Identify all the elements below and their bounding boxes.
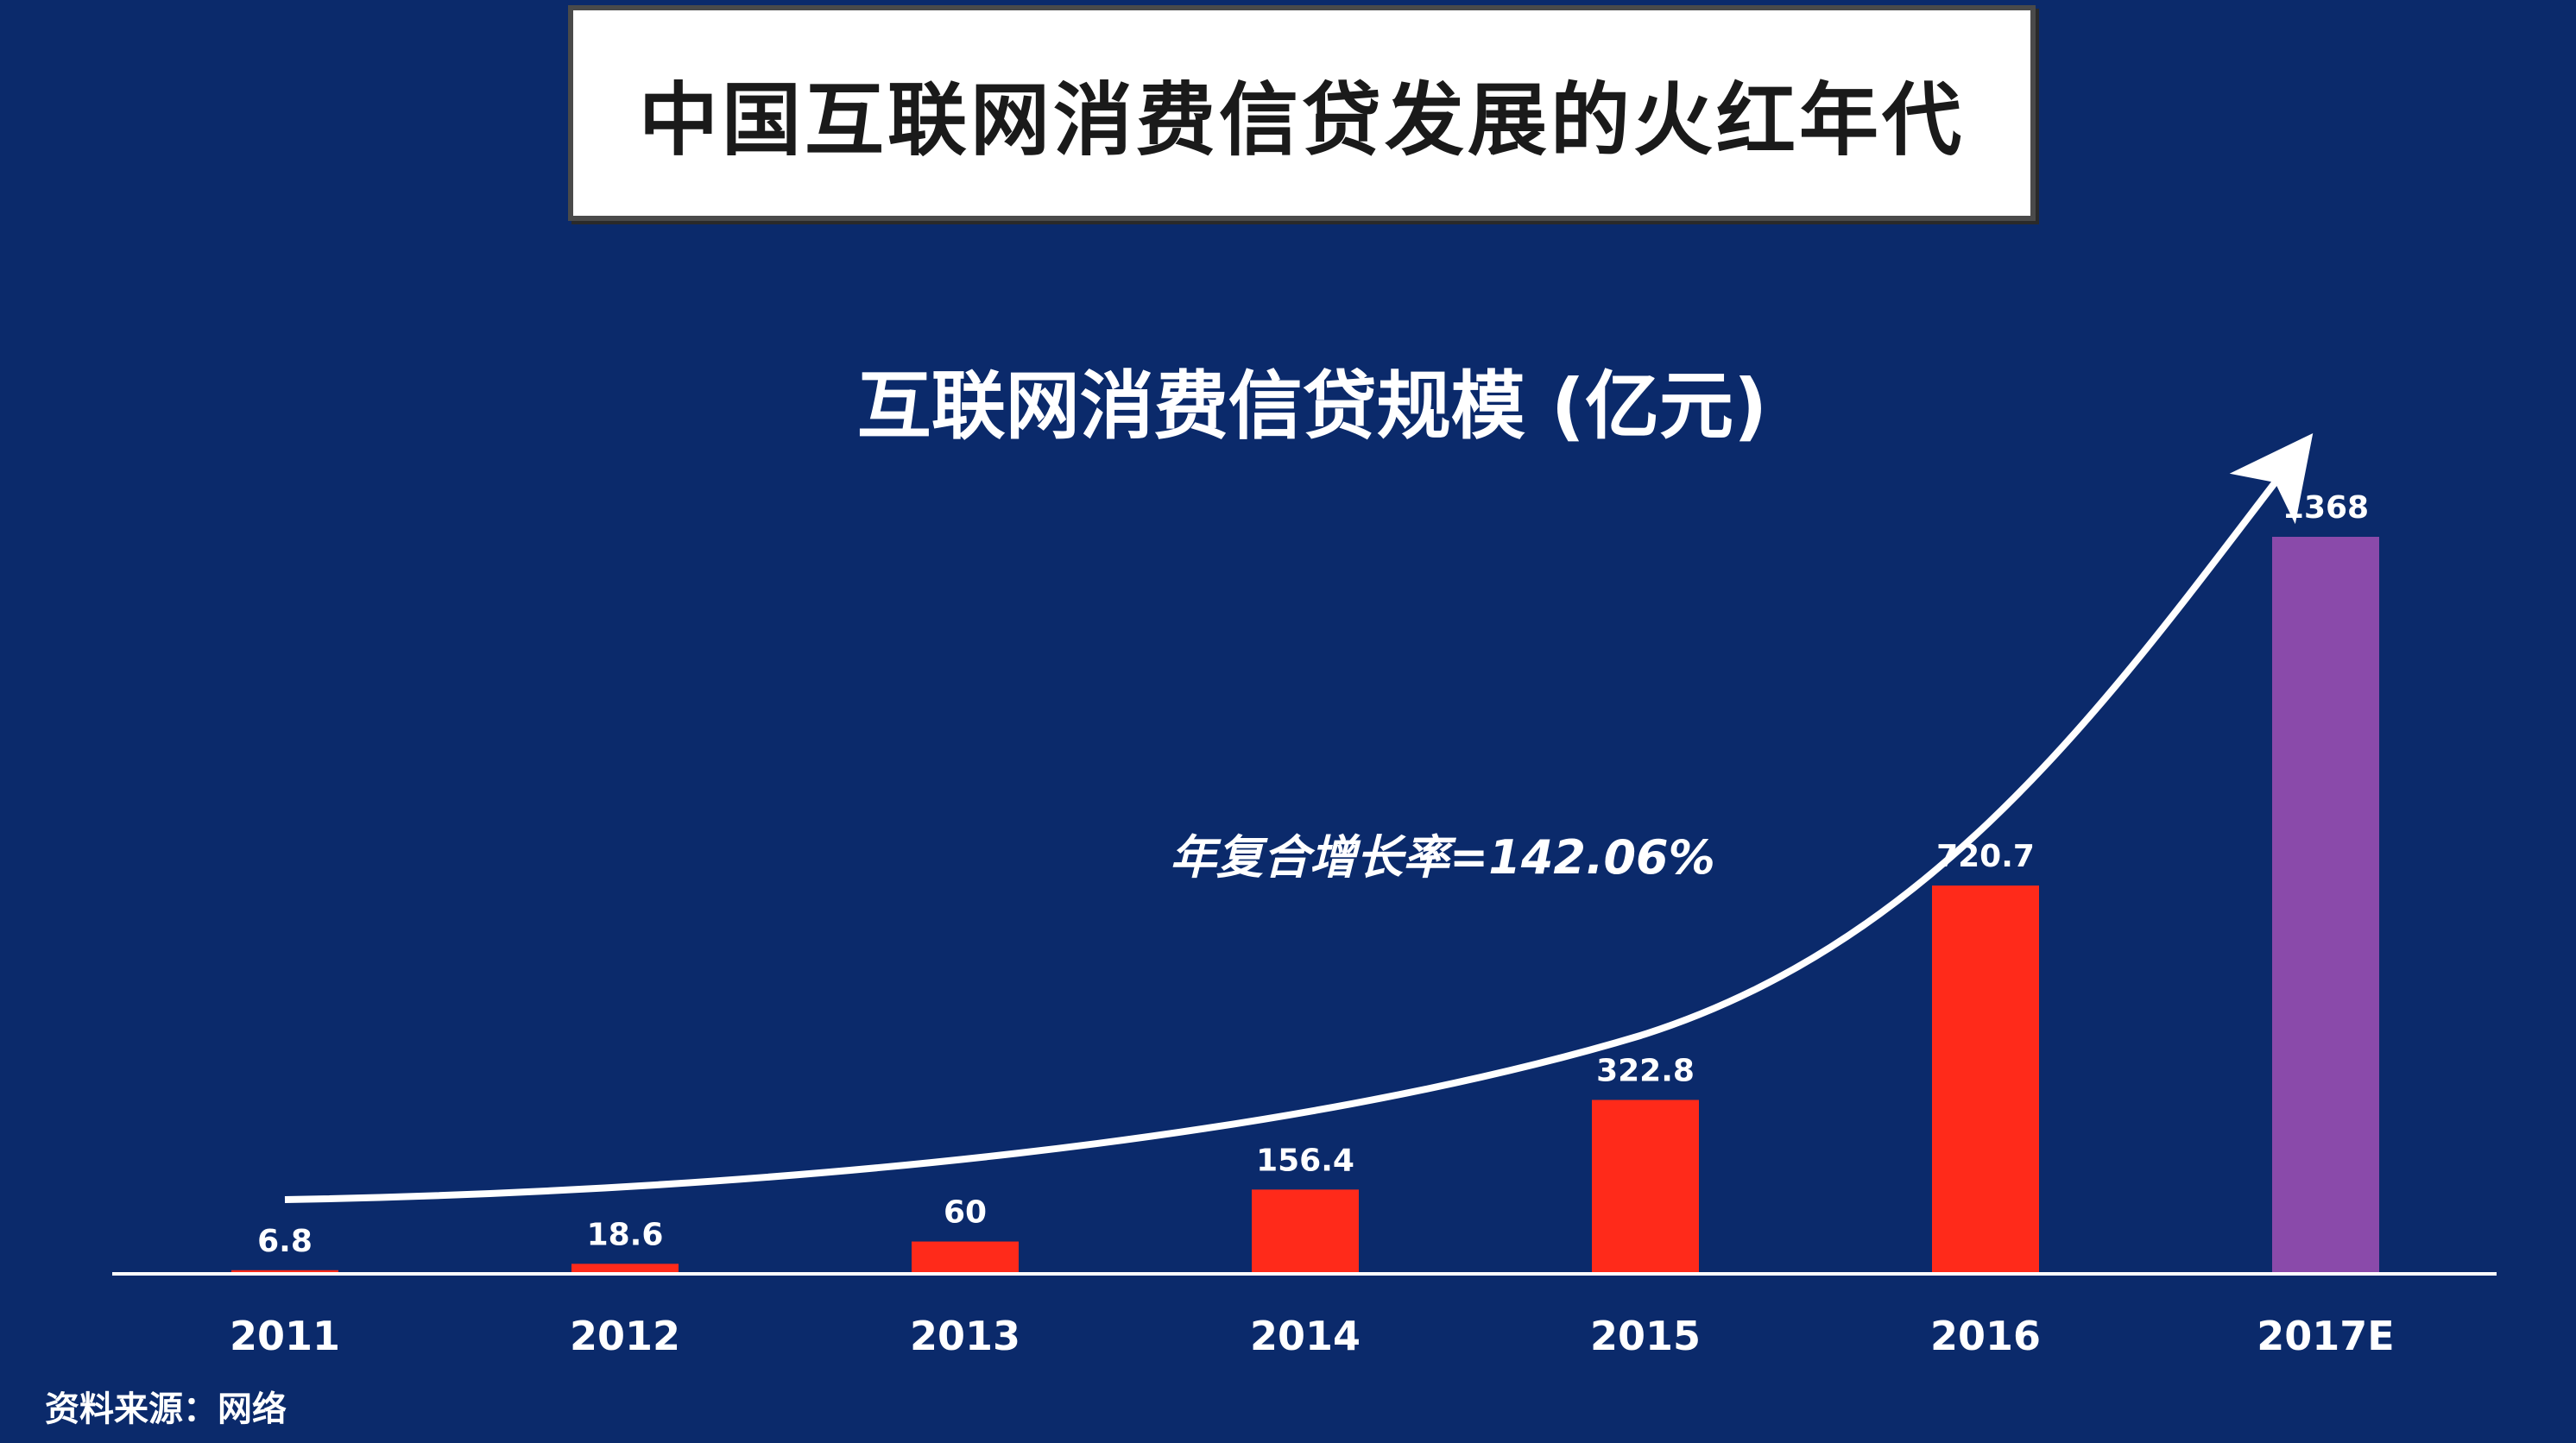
bar-value-label: 156.4: [1256, 1143, 1354, 1178]
x-tick-label: 2012: [570, 1313, 680, 1359]
bar-2016: [1932, 885, 2039, 1274]
x-tick-labels: 2011 2012 2013 2014 2015 2016 2017E: [230, 1313, 2395, 1359]
bar-value-label: 18.6: [587, 1217, 664, 1252]
x-tick-label: 2014: [1250, 1313, 1361, 1359]
page-title: 中国互联网消费信贷发展的火红年代: [638, 73, 1965, 167]
bar-2013: [912, 1241, 1019, 1274]
bar-2012: [571, 1263, 679, 1274]
bar-2015: [1592, 1100, 1699, 1274]
cagr-annotation: 年复合增长率=142.06%: [1170, 830, 1715, 885]
bar-2014: [1252, 1189, 1359, 1274]
title-box: 中国互联网消费信贷发展的火红年代: [568, 5, 2036, 221]
chart-title: 互联网消费信贷规模 (亿元): [857, 363, 1768, 450]
bar-value-label: 60: [944, 1195, 987, 1231]
x-tick-label: 2017E: [2257, 1313, 2394, 1359]
x-tick-label: 2016: [1930, 1313, 2041, 1359]
bar-2011: [231, 1270, 338, 1274]
bars-group: 6.8 18.6 60 156.4 322.8 720.7 1368: [231, 490, 2379, 1274]
bar-value-label: 6.8: [257, 1224, 313, 1259]
bar-value-label: 322.8: [1596, 1053, 1695, 1088]
bar-value-label: 720.7: [1936, 839, 2035, 874]
source-note: 资料来源：网络: [45, 1389, 287, 1429]
x-tick-label: 2015: [1590, 1313, 1701, 1359]
bar-value-label: 1368: [2282, 490, 2369, 526]
growth-arrow: [284, 432, 2314, 1203]
bar-2017e: [2272, 537, 2379, 1274]
x-tick-label: 2013: [910, 1313, 1020, 1359]
x-tick-label: 2011: [230, 1313, 340, 1359]
